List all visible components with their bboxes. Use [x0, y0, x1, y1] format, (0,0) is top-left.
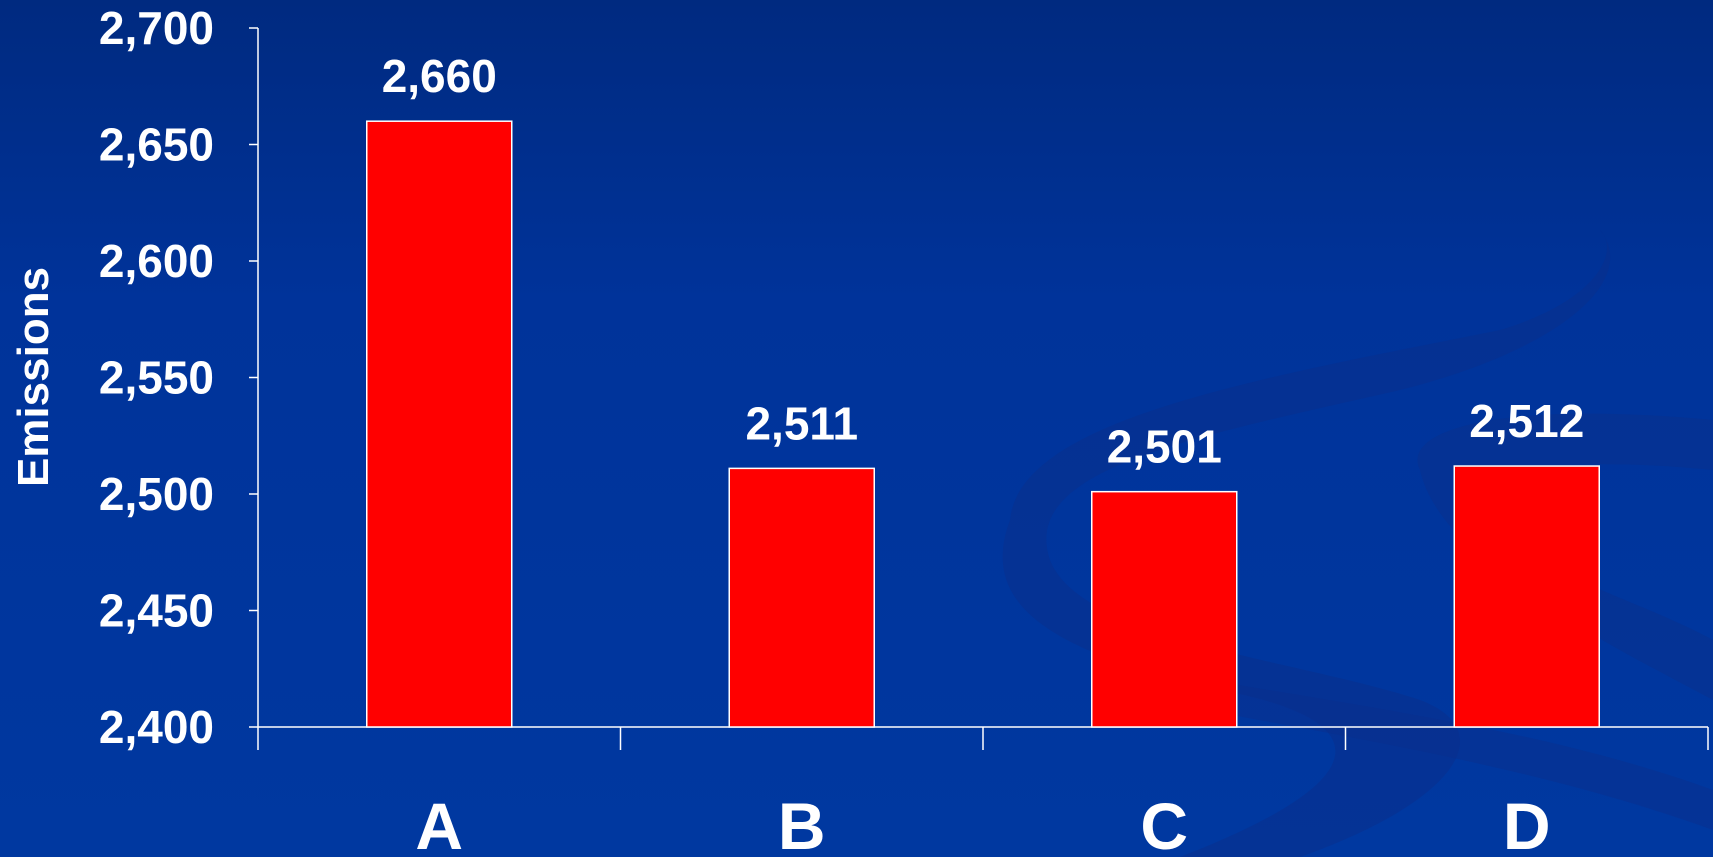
bar-b — [728, 467, 875, 728]
category-label: A — [415, 789, 463, 857]
x-axis-ticks — [257, 727, 1709, 750]
y-tick-label: 2,700 — [99, 2, 214, 54]
y-tick-label: 2,500 — [99, 468, 214, 520]
bar-value-label: 2,512 — [1469, 395, 1584, 447]
category-label: D — [1503, 789, 1551, 857]
bar-a — [366, 120, 513, 728]
bar-c — [1091, 490, 1238, 728]
bars — [366, 120, 1600, 728]
y-tick-label: 2,650 — [99, 119, 214, 171]
category-label: C — [1140, 789, 1188, 857]
x-axis-category-labels: A B C D — [415, 789, 1550, 857]
y-tick-label: 2,600 — [99, 235, 214, 287]
bar-value-label: 2,660 — [382, 50, 497, 102]
bar-value-label: 2,501 — [1107, 421, 1222, 473]
y-axis-ticks: 2,400 2,450 2,500 2,550 2,600 2,650 2,700 — [99, 2, 258, 753]
y-tick-label: 2,450 — [99, 585, 214, 637]
bar-value-labels: 2,660 2,511 2,501 2,512 — [382, 50, 1585, 472]
y-axis-title: Emissions — [9, 267, 58, 487]
bar-d — [1453, 465, 1600, 728]
y-tick-label: 2,400 — [99, 701, 214, 753]
bar-value-label: 2,511 — [745, 397, 858, 449]
category-label: B — [778, 789, 826, 857]
y-tick-label: 2,550 — [99, 352, 214, 404]
y-axis-label: Emissions — [9, 267, 58, 487]
